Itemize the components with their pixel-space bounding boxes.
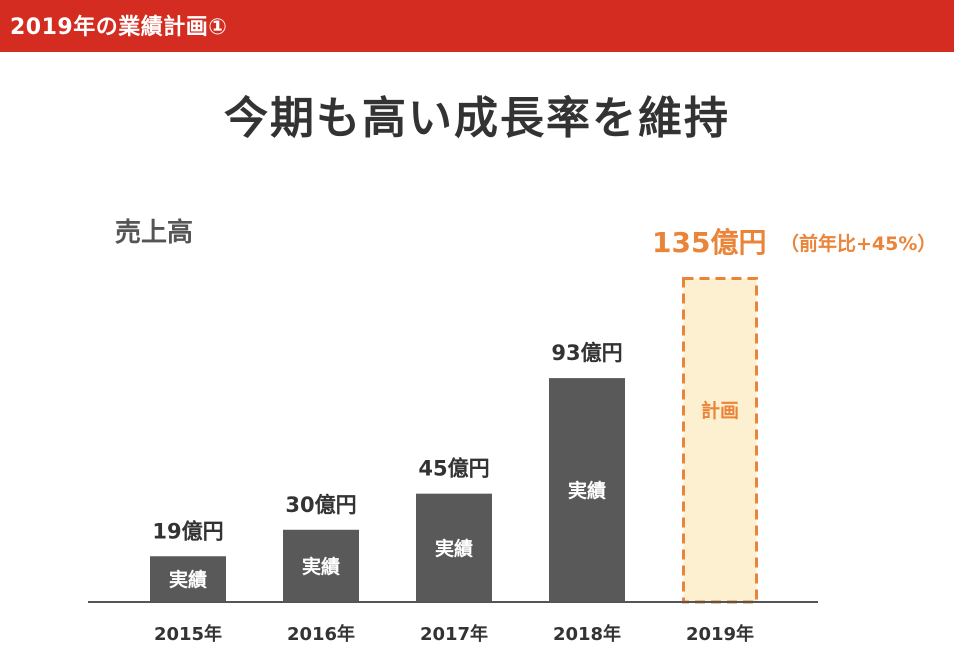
x-tick-label: 2015年 [154,623,222,645]
x-tick-label: 2019年 [686,623,754,645]
metric-label: 売上高 [115,218,194,248]
value-label: 30億円 [285,493,356,517]
bar-inner-label: 実績 [435,537,473,560]
x-tick-label: 2016年 [287,623,355,645]
bar-actual [416,493,492,602]
bar-actual [549,378,625,602]
header-title: 2019年の業績計画① [10,15,228,40]
headline: 今期も高い成長率を維持 [224,93,730,144]
value-label: 19億円 [152,519,223,543]
bar-inner-label: 実績 [302,555,340,578]
bar-actual [150,556,226,602]
value-label-plan: 135億円 [652,226,766,259]
x-tick-label: 2018年 [553,623,621,645]
growth-note: （前年比+45%） [780,232,936,255]
value-label: 45億円 [418,457,489,481]
x-tick-label: 2017年 [420,623,488,645]
bar-inner-label: 実績 [568,479,606,502]
bar-inner-label: 実績 [169,568,207,591]
bar-actual [283,529,359,602]
bar-inner-label: 計画 [701,399,739,422]
header-bar: 2019年の業績計画① [0,0,954,52]
bar-plan [682,277,758,604]
value-label: 93億円 [551,341,622,365]
